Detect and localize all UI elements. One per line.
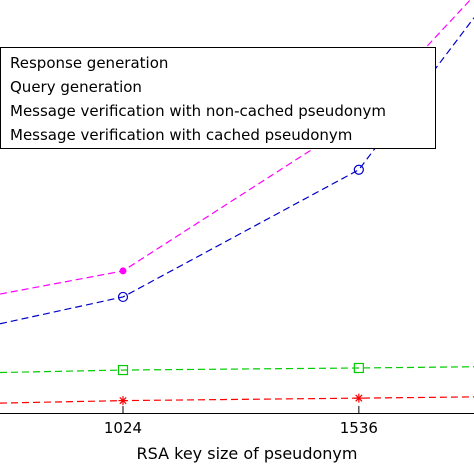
legend-box xyxy=(0,47,436,149)
x-tick-label: 1024 xyxy=(104,419,142,437)
x-axis-label: RSA key size of pseudonym xyxy=(137,444,358,463)
x-tick-label: 1536 xyxy=(340,419,378,437)
data-point xyxy=(118,396,128,406)
data-point xyxy=(353,362,364,374)
data-point xyxy=(354,393,364,403)
legend-entry-cached-verification: Message verification with cached pseudon… xyxy=(10,126,352,144)
data-point xyxy=(117,291,129,303)
legend-entry-response-generation: Response generation xyxy=(10,54,168,72)
data-point xyxy=(119,267,127,275)
series-line xyxy=(0,396,474,404)
legend: Response generation Query generation Mes… xyxy=(0,47,436,149)
x-ticks: 1024 1536 xyxy=(104,406,378,437)
legend-entry-non-cached-verification: Message verification with non-cached pse… xyxy=(10,102,386,120)
data-point xyxy=(353,164,364,175)
legend-entry-query-generation: Query generation xyxy=(10,78,142,96)
series-line xyxy=(0,366,474,374)
data-point xyxy=(117,364,129,376)
